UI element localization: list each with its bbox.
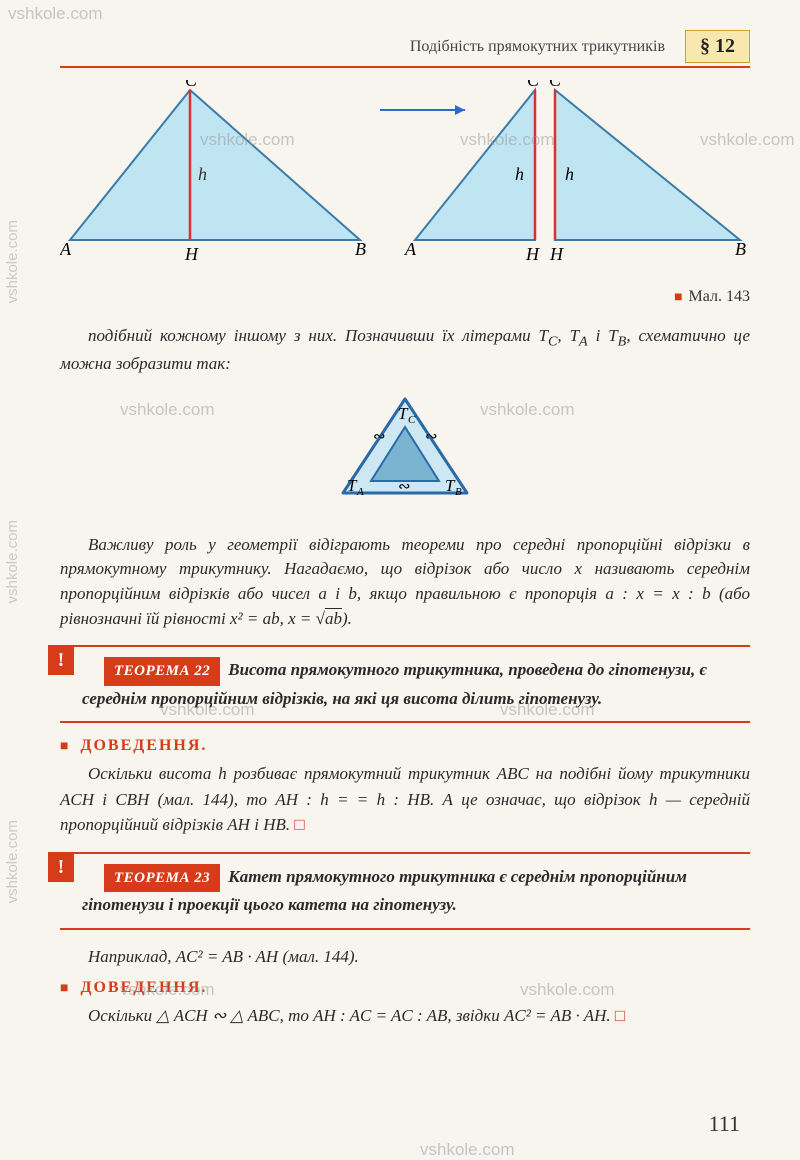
watermark-vertical: vshkole.com bbox=[4, 820, 21, 903]
watermark-vertical: vshkole.com bbox=[4, 520, 21, 603]
svg-text:H: H bbox=[184, 244, 199, 264]
page-content: Подібність прямокутних трикутників § 12 … bbox=[60, 30, 750, 1127]
theorem-bang-icon: ! bbox=[48, 645, 74, 675]
theorem-22-label: ТЕОРЕМА 22 bbox=[104, 657, 220, 686]
svg-text:h: h bbox=[515, 164, 524, 184]
figure-label-text: Мал. 143 bbox=[689, 288, 750, 305]
theorem-23-label: ТЕОРЕМА 23 bbox=[104, 864, 220, 893]
svg-text:B: B bbox=[355, 239, 366, 259]
square-icon: ■ bbox=[60, 739, 70, 754]
watermark: vshkole.com bbox=[200, 130, 294, 150]
figure-143: A B C H h A C C B H H h h bbox=[60, 80, 750, 280]
watermark: vshkole.com bbox=[120, 400, 214, 420]
proof-heading-22: ■ ДОВЕДЕННЯ. bbox=[60, 737, 750, 755]
watermark: vshkole.com bbox=[120, 980, 214, 1000]
header-bar: Подібність прямокутних трикутників § 12 bbox=[60, 30, 750, 68]
svg-text:H: H bbox=[525, 244, 540, 264]
watermark: vshkole.com bbox=[480, 400, 574, 420]
header-title: Подібність прямокутних трикутників bbox=[410, 38, 665, 56]
section-badge: § 12 bbox=[685, 30, 750, 63]
svg-text:C: C bbox=[527, 80, 540, 90]
watermark: vshkole.com bbox=[500, 700, 594, 720]
proof-22-text: Оскільки висота h розбиває прямокутний т… bbox=[60, 761, 750, 838]
proof-23-text: Оскільки △ ACH ∾ △ ABC, то AH : AC = AC … bbox=[60, 1003, 750, 1029]
page-number: 111 bbox=[709, 1111, 740, 1137]
square-icon: ■ bbox=[674, 290, 682, 305]
svg-text:∾: ∾ bbox=[425, 429, 438, 445]
svg-text:B: B bbox=[735, 239, 746, 259]
watermark: vshkole.com bbox=[700, 130, 794, 150]
paragraph-2: Важливу роль у геометрії відіграють теор… bbox=[60, 533, 750, 632]
watermark: vshkole.com bbox=[420, 1140, 514, 1160]
svg-text:H: H bbox=[549, 244, 564, 264]
watermark: vshkole.com bbox=[8, 4, 102, 24]
proof-heading-text: ДОВЕДЕННЯ. bbox=[80, 737, 207, 754]
square-icon: ■ bbox=[60, 981, 70, 996]
example-23: Наприклад, AC² = AB · AH (мал. 144). bbox=[60, 944, 750, 970]
svg-text:∾: ∾ bbox=[373, 429, 386, 445]
svg-text:A: A bbox=[404, 239, 417, 259]
paragraph-1: подібний кожному іншому з них. Позначивш… bbox=[60, 324, 750, 377]
svg-text:h: h bbox=[198, 164, 207, 184]
theorem-23-text: ТЕОРЕМА 23Катет прямокутного трикутника … bbox=[60, 864, 750, 918]
svg-text:∾: ∾ bbox=[398, 479, 411, 495]
theorem-23-box: ! ТЕОРЕМА 23Катет прямокутного трикутник… bbox=[60, 852, 750, 930]
theorem-bang-icon: ! bbox=[48, 852, 74, 882]
svg-text:B: B bbox=[455, 486, 462, 498]
watermark: vshkole.com bbox=[160, 700, 254, 720]
svg-text:C: C bbox=[408, 414, 416, 426]
qed-icon: □ bbox=[294, 815, 304, 834]
watermark: vshkole.com bbox=[520, 980, 614, 1000]
svg-text:C: C bbox=[185, 80, 198, 90]
qed-icon: □ bbox=[615, 1006, 625, 1025]
svg-text:C: C bbox=[549, 80, 562, 90]
watermark-vertical: vshkole.com bbox=[4, 220, 21, 303]
svg-text:A: A bbox=[356, 486, 364, 498]
svg-text:A: A bbox=[60, 239, 72, 259]
figure-caption: ■ Мал. 143 bbox=[60, 288, 750, 306]
triangle-diagram: A B C H h A C C B H H h h bbox=[60, 80, 750, 270]
watermark: vshkole.com bbox=[460, 130, 554, 150]
svg-text:h: h bbox=[565, 164, 574, 184]
